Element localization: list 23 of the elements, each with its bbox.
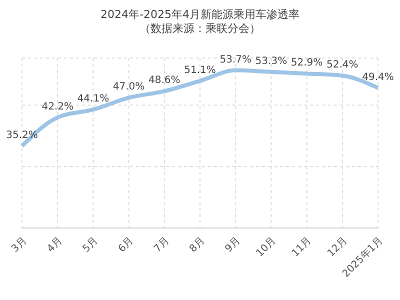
- data-label: 51.1%: [184, 64, 216, 76]
- data-label: 52.4%: [326, 60, 358, 71]
- data-label: 47.0%: [112, 82, 145, 93]
- data-label: 44.1%: [77, 94, 110, 105]
- data-label: 53.3%: [255, 56, 288, 67]
- x-tick-label: 3月: [10, 235, 30, 255]
- x-tick-label: 11月: [290, 235, 314, 260]
- x-tick-label: 8月: [188, 235, 208, 255]
- data-label: 42.2%: [42, 101, 74, 112]
- data-label: 48.6%: [148, 75, 180, 86]
- data-label: 52.9%: [290, 58, 323, 69]
- chart-subtitle: （数据来源：乘联分会）: [138, 22, 262, 36]
- chart-title: 2024年-2025年4月新能源乘用车渗透率: [100, 8, 300, 22]
- data-label: 53.7%: [220, 54, 252, 66]
- x-tick-label: 9月: [223, 235, 243, 255]
- x-tick-label: 4月: [45, 235, 65, 255]
- x-tick-label: 5月: [80, 235, 100, 255]
- data-label: 35.2%: [6, 130, 38, 142]
- x-tick-label: 7月: [152, 235, 172, 255]
- x-tick-label: 12月: [326, 235, 350, 260]
- data-label: 49.4%: [362, 72, 394, 83]
- x-tick-label: 10月: [254, 235, 278, 260]
- x-tick-label: 6月: [116, 235, 136, 255]
